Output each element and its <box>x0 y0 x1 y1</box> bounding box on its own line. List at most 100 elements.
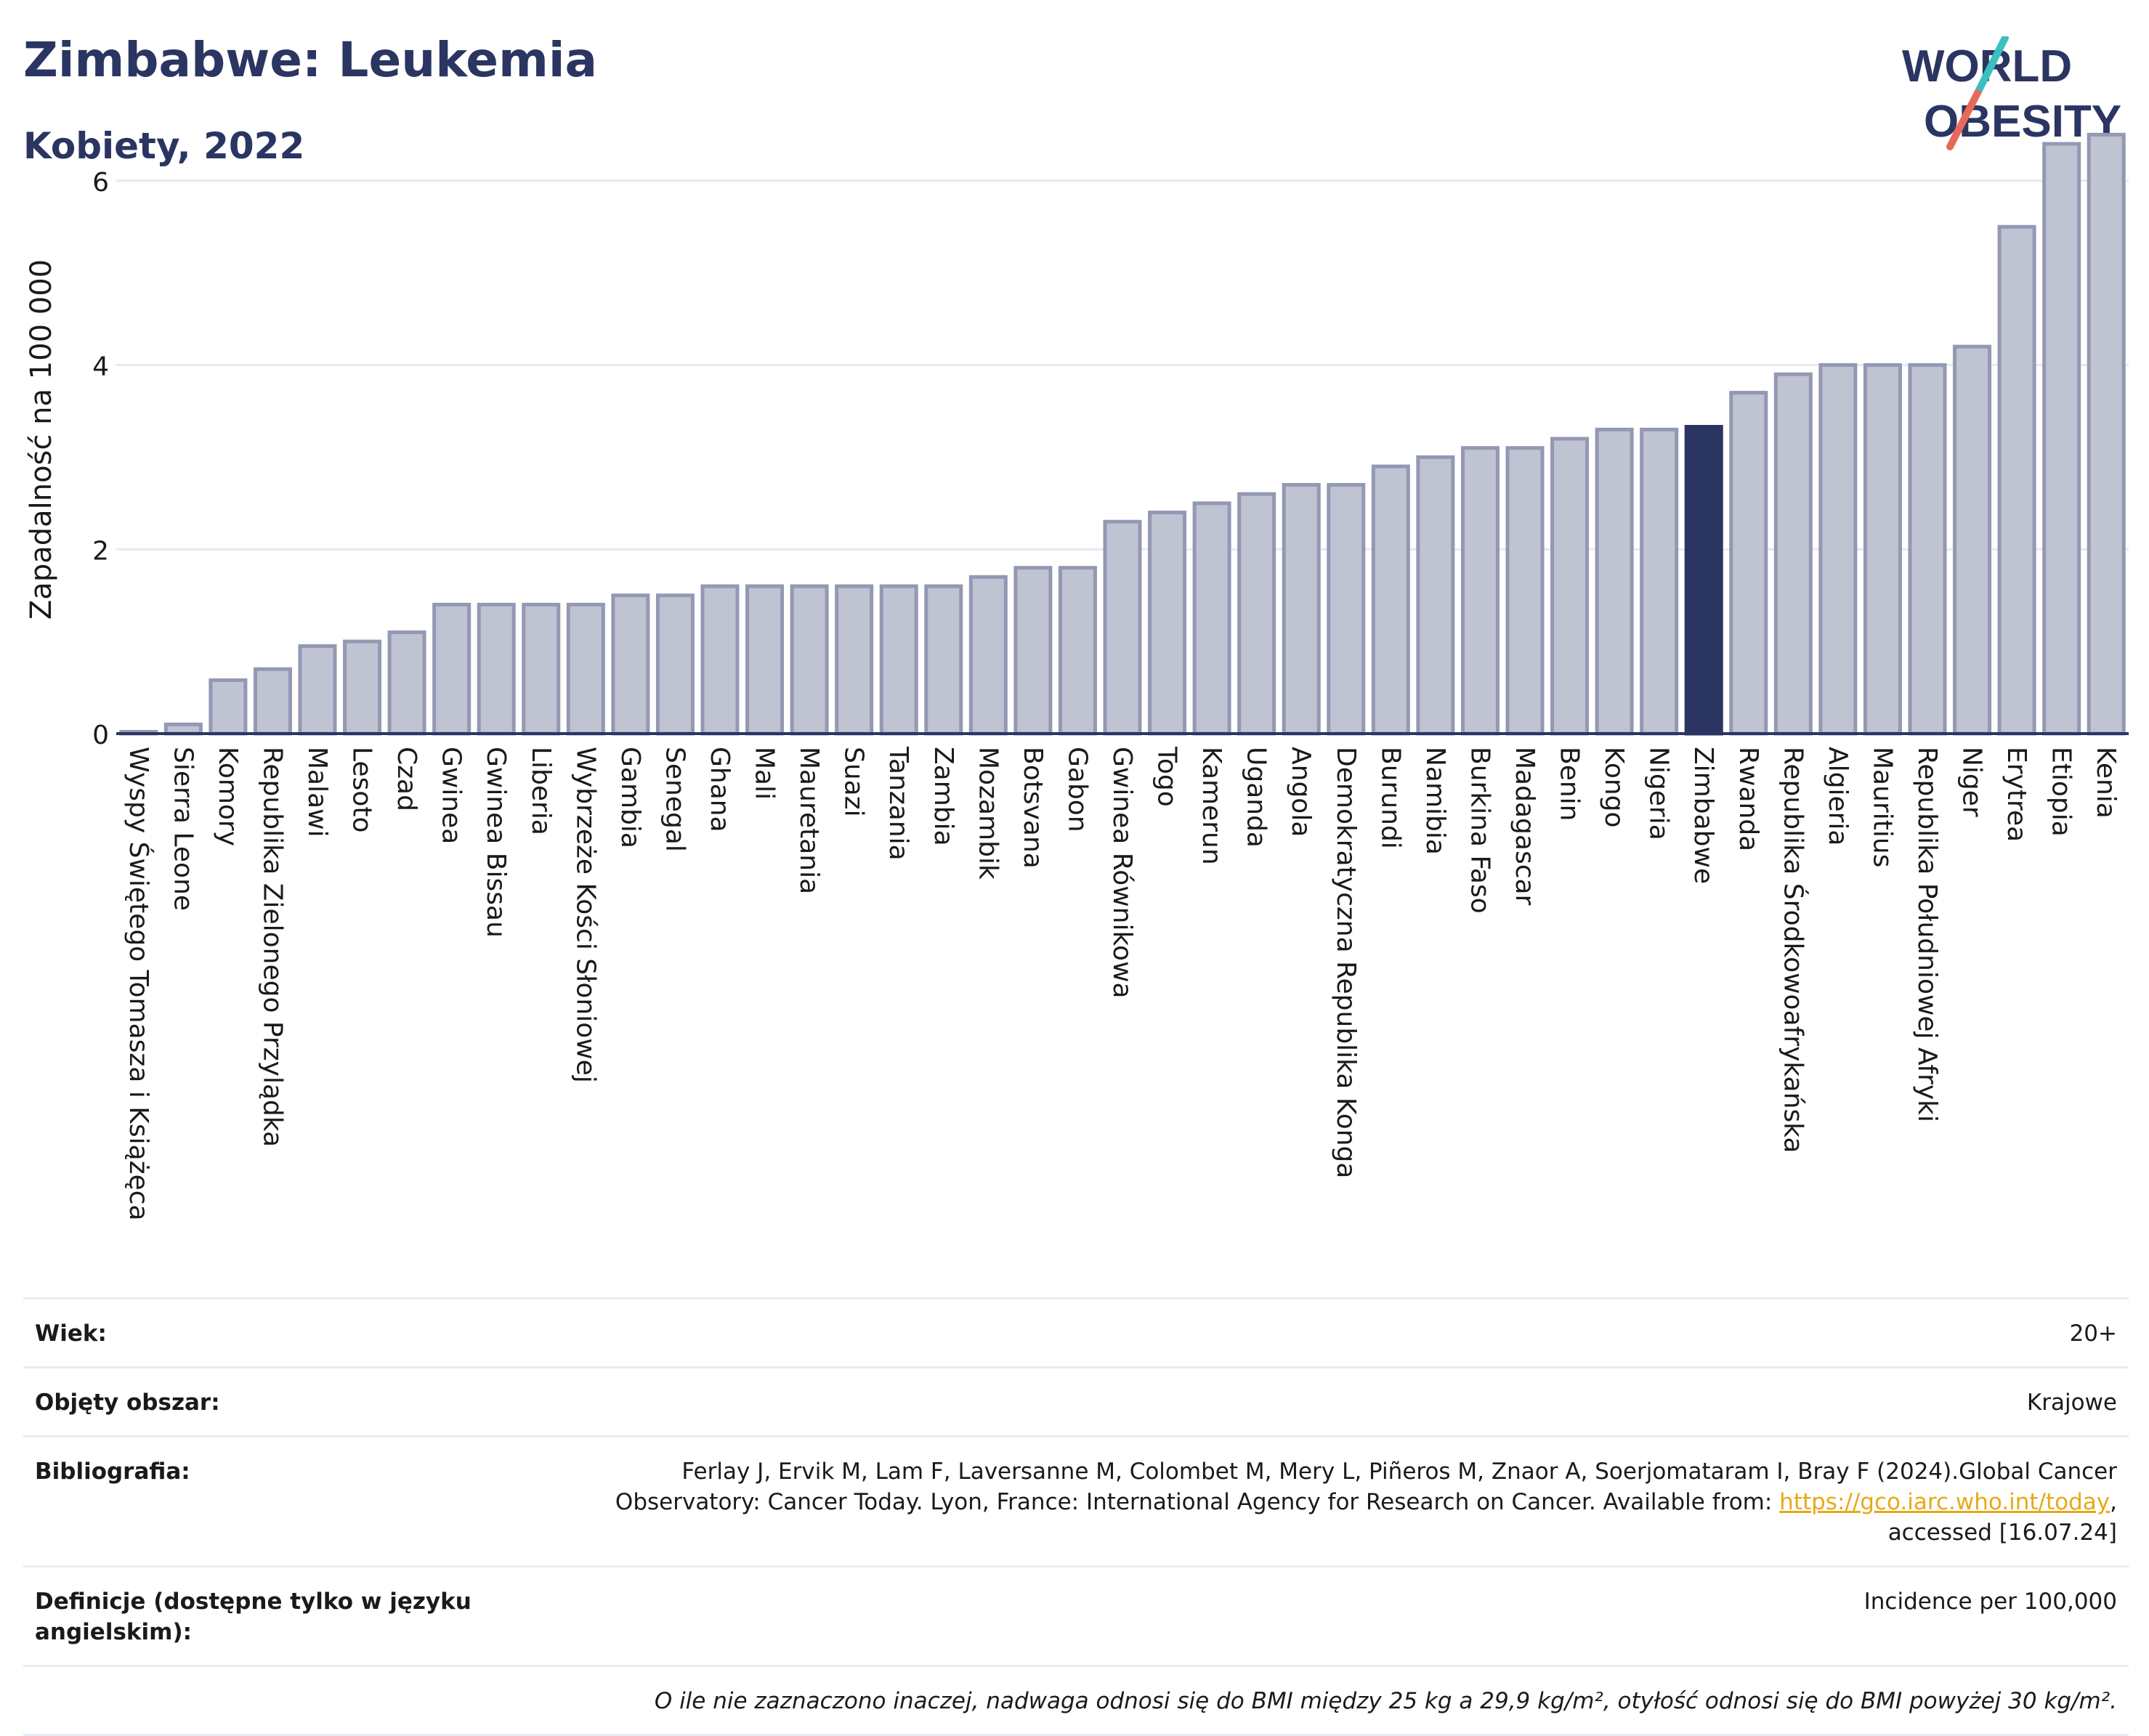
x-tick-label: Sierra Leone <box>168 747 198 911</box>
bibliography-label: Bibliografia: <box>35 1459 190 1485</box>
x-tick-label: Angola <box>1286 747 1316 837</box>
x-tick-label: Demokratyczna Republika Konga <box>1331 747 1361 1178</box>
y-tick-label: 4 <box>92 352 109 382</box>
bar <box>1863 363 1902 736</box>
x-tick-label: Etiopia <box>2047 747 2076 837</box>
bar <box>566 602 605 736</box>
x-tick-label: Niger <box>1957 747 1987 817</box>
bar <box>879 584 918 736</box>
bar <box>835 584 874 736</box>
x-tick-label: Rwanda <box>1733 747 1763 851</box>
x-tick-label: Republika Południowej Afryki <box>1912 747 1942 1122</box>
bar <box>745 584 785 736</box>
x-tick-label: Mauretania <box>794 747 824 894</box>
x-tick-label: Gambia <box>615 747 645 848</box>
bar <box>209 678 248 736</box>
bar <box>253 667 292 736</box>
bar <box>1640 427 1679 736</box>
x-tick-label: Zimbabwe <box>1688 747 1718 884</box>
bar <box>387 630 426 736</box>
x-tick-label: Malawi <box>302 747 332 837</box>
bar <box>2042 142 2081 736</box>
bar <box>790 584 829 736</box>
bar <box>1371 464 1410 736</box>
definitions-value: Incidence per 100,000 <box>1863 1589 2117 1615</box>
bibliography-line-1: Ferlay J, Ervik M, Lam F, Laversanne M, … <box>681 1459 2117 1485</box>
x-tick-label: Gwinea Bissau <box>481 747 511 938</box>
bibliography-line-2: Observatory: Cancer Today. Lyon, France:… <box>615 1487 2117 1517</box>
x-tick-label: Gwinea <box>437 747 466 844</box>
page-subtitle: Kobiety, 2022 <box>23 125 305 167</box>
info-row-definitions: Definicje (dostępne tylko w języku angie… <box>23 1565 2129 1665</box>
x-tick-label: Republika Środkowoafrykańska <box>1778 747 1808 1153</box>
x-tick-label: Czad <box>392 747 421 811</box>
bibliography-link[interactable]: https://gco.iarc.who.int/today <box>1779 1489 2110 1515</box>
info-row-area: Objęty obszar: Krajowe <box>23 1366 2129 1435</box>
bibliography-line-2-comma: , <box>2110 1489 2117 1515</box>
bibliography-line-3: accessed [16.07.24] <box>1887 1520 2117 1546</box>
x-tick-label: Burundi <box>1375 747 1405 849</box>
bar <box>1416 455 1455 736</box>
bar <box>1013 566 1053 736</box>
x-tick-label: Botsvana <box>1018 747 1048 869</box>
info-table: Wiek: 20+ Objęty obszar: Krajowe Bibliog… <box>23 1297 2129 1736</box>
info-row-bibliography: Bibliografia: Ferlay J, Ervik M, Lam F, … <box>23 1435 2129 1565</box>
definitions-label: Definicje (dostępne tylko w języku angie… <box>35 1589 472 1645</box>
x-tick-label: Namibia <box>1420 747 1450 855</box>
bar <box>1282 482 1321 736</box>
area-label: Objęty obszar: <box>35 1390 220 1416</box>
age-value: 20+ <box>2069 1321 2117 1347</box>
x-tick-label: Wyspy Świętego Tomasza i Książęca <box>124 747 154 1221</box>
y-axis-label: Zapadalność na 100 000 <box>25 259 58 620</box>
bar <box>1192 501 1231 736</box>
x-tick-label: Kenia <box>2091 747 2121 819</box>
bar <box>2087 132 2126 736</box>
x-tick-label: Uganda <box>1242 747 1271 848</box>
bar <box>298 644 337 736</box>
bar <box>1148 511 1187 736</box>
bar-highlight <box>1684 425 1723 736</box>
x-tick-label: Wybrzeże Kości Słoniowej <box>570 747 600 1083</box>
logo-slash-coral <box>1946 89 1981 150</box>
page-title: Zimbabwe: Leukemia <box>23 32 598 88</box>
x-tick-label: Algieria <box>1823 747 1853 846</box>
x-tick-label: Lesoto <box>347 747 377 833</box>
bar <box>611 593 650 736</box>
x-tick-label: Erytrea <box>2002 747 2031 842</box>
bar <box>1908 363 1947 736</box>
bar <box>1550 437 1590 736</box>
bar <box>1237 492 1276 736</box>
x-tick-label: Republika Zielonego Przylądka <box>257 747 287 1147</box>
bar <box>655 593 695 736</box>
bar <box>1505 446 1545 736</box>
bar <box>1773 372 1813 736</box>
info-row-age: Wiek: 20+ <box>23 1297 2129 1366</box>
bar <box>522 602 561 736</box>
bar <box>968 575 1008 736</box>
bar <box>924 584 963 736</box>
bar <box>700 584 740 736</box>
x-tick-label: Togo <box>1152 746 1182 807</box>
bar <box>1327 482 1366 736</box>
x-tick-label: Mauritius <box>1867 747 1897 867</box>
bar-chart: 0 2 4 6 Zapadalność na 100 000 Wyspy Świętego… <box>25 132 2129 1221</box>
x-tick-label: Gabon <box>1062 747 1092 832</box>
bar <box>1953 344 1992 736</box>
x-tick-label: Suazi <box>839 747 869 817</box>
x-tick-label: Kamerun <box>1197 747 1226 865</box>
x-tick-label: Kongo <box>1599 747 1629 828</box>
x-tick-label: Ghana <box>705 747 734 832</box>
y-tick-label: 6 <box>92 168 109 198</box>
bibliography-line-2-text: Observatory: Cancer Today. Lyon, France:… <box>615 1489 1780 1515</box>
x-tick-label: Tanzania <box>883 746 913 861</box>
x-tick-label: Burkina Faso <box>1465 747 1494 914</box>
bar <box>1103 519 1142 736</box>
bar <box>343 639 382 736</box>
bar <box>1729 391 1768 736</box>
x-tick-label: Zambia <box>928 747 958 846</box>
x-tick-label: Komory <box>213 747 243 846</box>
bar <box>477 602 516 736</box>
area-value: Krajowe <box>2026 1390 2117 1416</box>
bibliography-value: Ferlay J, Ervik M, Lam F, Laversanne M, … <box>615 1456 2117 1548</box>
bar <box>1997 224 2036 736</box>
